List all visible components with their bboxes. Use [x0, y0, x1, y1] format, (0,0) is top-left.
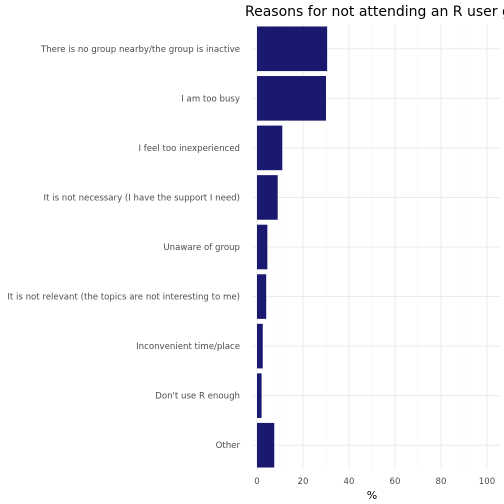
bar — [257, 422, 275, 468]
chart-title: Reasons for not attending an R user grou… — [245, 4, 504, 20]
bar — [257, 125, 283, 171]
x-tick-label: 60 — [390, 477, 401, 487]
x-tick-label: 100 — [479, 477, 495, 487]
bar — [257, 323, 263, 369]
bar — [257, 274, 267, 319]
category-label: I am too busy — [181, 94, 240, 104]
x-tick-label: 20 — [298, 477, 309, 487]
category-label: It is not necessary (I have the support … — [44, 193, 240, 203]
category-label: It is not relevant (the topics are not i… — [7, 293, 240, 303]
bar — [257, 175, 278, 220]
x-tick-labels: 0 20 40 60 80 100 — [254, 477, 495, 487]
bar — [257, 224, 268, 270]
category-labels: There is no group nearby/the group is in… — [7, 45, 240, 451]
category-label: Don't use R enough — [155, 392, 240, 402]
x-axis-title: % — [367, 489, 377, 502]
bar — [257, 373, 262, 418]
category-label: I feel too inexperienced — [138, 144, 240, 154]
category-label: Other — [216, 441, 241, 451]
bar — [257, 76, 326, 121]
bar — [257, 26, 328, 72]
x-tick-label: 80 — [436, 477, 447, 487]
bar-layer — [257, 26, 328, 468]
category-label: Unaware of group — [163, 243, 240, 253]
category-label: Inconvenient time/place — [136, 342, 240, 352]
x-tick-label: 40 — [344, 477, 355, 487]
x-tick-label: 0 — [254, 477, 259, 487]
category-label: There is no group nearby/the group is in… — [40, 45, 240, 55]
